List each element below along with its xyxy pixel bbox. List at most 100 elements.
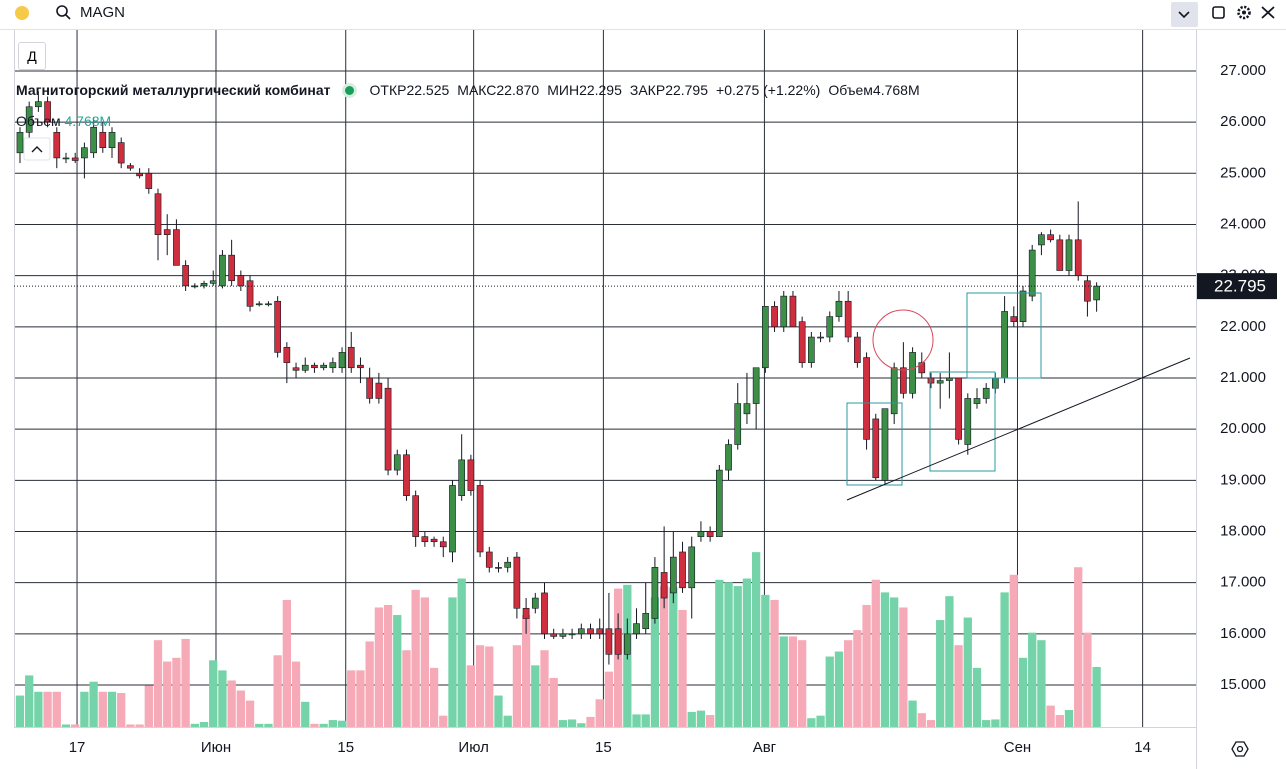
candle-body <box>623 633 631 655</box>
candle-body <box>614 628 622 655</box>
volume-bar <box>1055 715 1064 727</box>
y-tick-label: 26.000 <box>1220 113 1266 130</box>
volume-bar <box>420 597 430 727</box>
y-tick-label: 16.000 <box>1220 625 1266 642</box>
auto-scale-button[interactable] <box>1231 741 1249 757</box>
volume-bar <box>521 615 531 727</box>
candle-body <box>1019 290 1027 322</box>
ohlc-value: 22.295 <box>579 82 622 98</box>
interval-button[interactable]: Д <box>18 42 46 70</box>
volume-value: 4.768M <box>64 113 112 129</box>
candle-body <box>62 157 70 160</box>
volume-bar <box>126 724 135 727</box>
candle-body <box>228 254 235 282</box>
legend-volume-value: 4.768M <box>872 82 920 98</box>
candle-body <box>449 485 456 553</box>
volume-bar <box>236 690 245 727</box>
circle-drawing <box>872 309 934 371</box>
volume-bar <box>227 680 236 727</box>
volume-bar <box>705 715 715 727</box>
volume-bar <box>135 724 144 727</box>
candle-body <box>946 377 953 381</box>
volume-bar <box>945 596 954 727</box>
candle-body <box>173 229 180 266</box>
status-dot <box>15 6 29 20</box>
close-button[interactable] <box>1261 6 1275 19</box>
volume-bar <box>871 579 880 727</box>
volume-bar <box>209 660 218 727</box>
candle-body <box>145 172 153 189</box>
volume-bar <box>273 655 282 727</box>
maximize-button[interactable] <box>1212 6 1225 19</box>
candle-body <box>117 142 125 164</box>
candle-body <box>982 387 990 399</box>
volume-bar <box>549 677 558 727</box>
volume-bar <box>567 719 577 727</box>
candle-body <box>467 459 475 491</box>
volume-bar <box>163 661 172 727</box>
volume-bar <box>347 670 356 727</box>
candle-body <box>476 485 484 553</box>
candle-body <box>292 367 300 371</box>
volume-bar <box>374 607 384 727</box>
volume-bar <box>834 651 844 727</box>
volume-bar <box>218 670 227 727</box>
candle-body <box>1038 234 1045 246</box>
candle-body <box>495 567 502 569</box>
candle-body <box>660 572 668 599</box>
volume-bar <box>71 724 80 727</box>
legend-toggle[interactable] <box>23 137 51 161</box>
candle-body <box>439 541 447 548</box>
search-icon[interactable] <box>56 5 71 20</box>
volume-bar <box>98 691 107 727</box>
candle-body <box>182 265 189 287</box>
candle-body <box>1028 249 1036 297</box>
volume-bar <box>733 586 742 727</box>
volume-bar <box>1074 567 1083 727</box>
candle-body <box>1084 280 1091 302</box>
candle-body <box>550 633 558 637</box>
candle-body <box>81 147 88 159</box>
candle-body <box>679 551 686 589</box>
volume-bar <box>291 661 301 727</box>
volume-bar <box>402 650 411 727</box>
symbol[interactable]: MAGN <box>80 4 125 21</box>
candle-body <box>826 316 834 338</box>
x-tick-label: Авг <box>753 739 777 756</box>
legend: Магнитогорский металлургический комбинат… <box>16 82 920 98</box>
volume-bar <box>604 671 614 727</box>
volume-bar <box>411 589 420 727</box>
volume-bar <box>1018 657 1028 727</box>
volume-bar <box>1083 632 1092 727</box>
candle-body <box>311 364 318 369</box>
candle-body <box>255 303 263 306</box>
legend-toggle-icon <box>31 146 43 153</box>
change: +0.275 (+1.22%) <box>716 82 821 98</box>
volume-bar <box>917 713 926 727</box>
trend-line <box>846 357 1191 501</box>
collapse-button[interactable] <box>1171 2 1198 27</box>
volume-bar <box>825 656 834 727</box>
candle-body <box>513 556 521 609</box>
candle-body <box>301 364 309 371</box>
ohlc-values: ОТКР22.525 МАКС22.870 МИН22.295 ЗАКР22.795 <box>370 82 717 98</box>
volume-bar <box>153 640 163 727</box>
volume-bar <box>457 578 466 727</box>
volume-legend: Объем 4.768M <box>16 113 111 129</box>
last-price-box <box>1197 273 1277 300</box>
ohlc-item: ОТКР22.525 <box>370 82 450 98</box>
x-tick-label: Июл <box>458 739 488 756</box>
candle-body <box>743 403 751 415</box>
volume-bar <box>365 641 374 727</box>
candle-body <box>25 106 33 133</box>
candle-body <box>734 403 742 445</box>
volume-bar <box>1046 705 1055 727</box>
candle-body <box>375 382 383 399</box>
candle-body <box>108 132 116 149</box>
candle-body <box>458 459 466 496</box>
volume-bar <box>807 718 816 727</box>
volume-bar <box>264 723 273 727</box>
volume-bar <box>43 691 52 727</box>
settings-button[interactable] <box>1237 5 1251 20</box>
volume-bar <box>356 670 365 727</box>
